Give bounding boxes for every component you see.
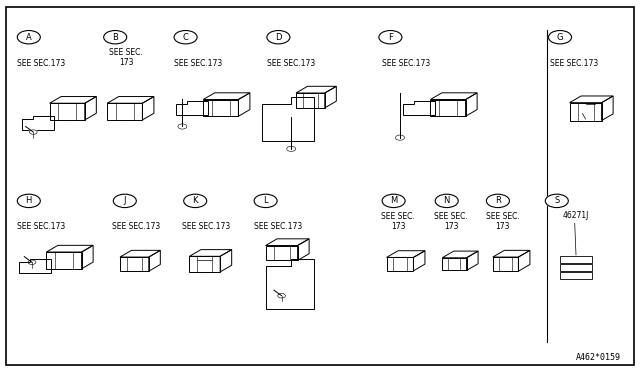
Text: 46271J: 46271J	[563, 211, 589, 220]
Text: SEE SEC.173: SEE SEC.173	[254, 222, 303, 231]
Text: SEE SEC.173: SEE SEC.173	[17, 59, 66, 68]
Text: M: M	[390, 196, 397, 205]
Circle shape	[486, 194, 509, 208]
Text: SEE SEC.
173: SEE SEC. 173	[486, 212, 519, 231]
Text: A: A	[26, 33, 31, 42]
Circle shape	[396, 135, 404, 140]
Circle shape	[178, 124, 187, 129]
Circle shape	[174, 31, 197, 44]
Text: SEE SEC.173: SEE SEC.173	[17, 222, 66, 231]
Text: SEE SEC.173: SEE SEC.173	[267, 59, 316, 68]
Circle shape	[267, 31, 290, 44]
Text: A462*0159: A462*0159	[576, 353, 621, 362]
Circle shape	[379, 31, 402, 44]
Circle shape	[278, 294, 285, 298]
Circle shape	[548, 31, 572, 44]
Text: SEE SEC.173: SEE SEC.173	[550, 59, 598, 68]
Text: H: H	[26, 196, 32, 205]
Circle shape	[104, 31, 127, 44]
Text: R: R	[495, 196, 501, 205]
Circle shape	[254, 194, 277, 208]
Text: SEE SEC.
173: SEE SEC. 173	[109, 48, 143, 67]
Text: C: C	[182, 33, 189, 42]
Circle shape	[545, 194, 568, 208]
Circle shape	[287, 146, 296, 151]
Circle shape	[382, 194, 405, 208]
FancyBboxPatch shape	[560, 272, 592, 279]
Circle shape	[28, 260, 36, 264]
Text: F: F	[388, 33, 393, 42]
FancyBboxPatch shape	[560, 264, 592, 271]
Circle shape	[17, 31, 40, 44]
Text: D: D	[275, 33, 282, 42]
Circle shape	[17, 194, 40, 208]
Text: N: N	[444, 196, 450, 205]
Circle shape	[184, 194, 207, 208]
Text: B: B	[112, 33, 118, 42]
Text: L: L	[263, 196, 268, 205]
Text: SEE SEC.
173: SEE SEC. 173	[381, 212, 415, 231]
Text: SEE SEC.173: SEE SEC.173	[111, 222, 160, 231]
Text: G: G	[557, 33, 563, 42]
Text: SEE SEC.
173: SEE SEC. 173	[435, 212, 468, 231]
Text: SEE SEC.173: SEE SEC.173	[174, 59, 223, 68]
Text: K: K	[193, 196, 198, 205]
Text: J: J	[124, 196, 126, 205]
Text: SEE SEC.173: SEE SEC.173	[182, 222, 230, 231]
Circle shape	[29, 130, 37, 134]
Text: S: S	[554, 196, 559, 205]
Text: SEE SEC.173: SEE SEC.173	[382, 59, 431, 68]
Circle shape	[113, 194, 136, 208]
Circle shape	[435, 194, 458, 208]
FancyBboxPatch shape	[560, 256, 592, 263]
